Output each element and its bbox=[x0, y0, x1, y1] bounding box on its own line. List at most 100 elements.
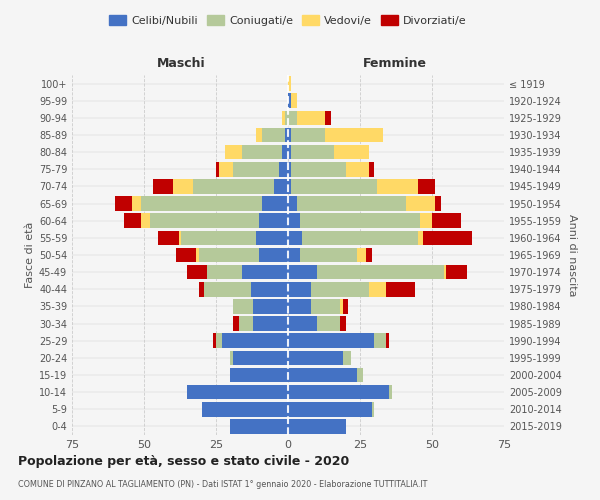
Bar bbox=[262, 196, 288, 211]
Bar bbox=[325, 110, 331, 125]
Bar bbox=[152, 179, 173, 194]
Bar bbox=[280, 162, 288, 176]
Bar bbox=[179, 230, 181, 245]
Bar bbox=[288, 196, 296, 211]
Bar bbox=[366, 248, 371, 262]
Bar bbox=[251, 282, 288, 296]
Bar bbox=[199, 282, 205, 296]
Bar bbox=[124, 214, 141, 228]
Bar bbox=[389, 385, 392, 400]
Bar bbox=[371, 402, 374, 416]
Bar bbox=[253, 299, 288, 314]
Bar bbox=[377, 179, 418, 194]
Bar bbox=[435, 196, 440, 211]
Bar bbox=[259, 248, 288, 262]
Bar bbox=[291, 145, 334, 160]
Bar bbox=[141, 214, 150, 228]
Bar bbox=[115, 196, 133, 211]
Bar bbox=[288, 316, 317, 331]
Bar bbox=[230, 368, 288, 382]
Bar bbox=[296, 196, 406, 211]
Bar bbox=[334, 145, 368, 160]
Bar bbox=[288, 385, 389, 400]
Bar bbox=[133, 196, 141, 211]
Bar bbox=[181, 230, 256, 245]
Bar bbox=[424, 230, 472, 245]
Bar bbox=[242, 265, 288, 280]
Bar bbox=[196, 248, 199, 262]
Bar bbox=[193, 179, 274, 194]
Bar bbox=[343, 299, 349, 314]
Bar bbox=[291, 128, 325, 142]
Y-axis label: Fasce di età: Fasce di età bbox=[25, 222, 35, 288]
Bar bbox=[343, 350, 352, 365]
Bar bbox=[386, 282, 415, 296]
Bar bbox=[176, 248, 196, 262]
Text: Femmine: Femmine bbox=[362, 57, 427, 70]
Bar bbox=[288, 230, 302, 245]
Bar bbox=[256, 128, 262, 142]
Bar bbox=[421, 214, 432, 228]
Bar bbox=[187, 385, 288, 400]
Bar bbox=[216, 334, 222, 348]
Legend: Celibi/Nubili, Coniugati/e, Vedovi/e, Divorziati/e: Celibi/Nubili, Coniugati/e, Vedovi/e, Di… bbox=[105, 10, 471, 30]
Bar bbox=[239, 316, 253, 331]
Bar bbox=[374, 334, 386, 348]
Bar bbox=[406, 196, 435, 211]
Bar bbox=[291, 162, 346, 176]
Bar bbox=[446, 265, 467, 280]
Bar bbox=[259, 214, 288, 228]
Bar bbox=[205, 282, 251, 296]
Bar bbox=[224, 145, 242, 160]
Bar bbox=[274, 179, 288, 194]
Bar bbox=[288, 76, 291, 91]
Bar bbox=[288, 265, 317, 280]
Bar bbox=[443, 265, 446, 280]
Bar bbox=[256, 230, 288, 245]
Bar bbox=[288, 248, 299, 262]
Bar bbox=[216, 162, 219, 176]
Text: COMUNE DI PINZANO AL TAGLIAMENTO (PN) - Dati ISTAT 1° gennaio 2020 - Elaborazion: COMUNE DI PINZANO AL TAGLIAMENTO (PN) - … bbox=[18, 480, 427, 489]
Bar bbox=[233, 316, 239, 331]
Bar bbox=[219, 162, 233, 176]
Bar bbox=[317, 265, 443, 280]
Bar bbox=[253, 316, 288, 331]
Bar bbox=[418, 230, 424, 245]
Bar bbox=[288, 162, 291, 176]
Bar bbox=[233, 350, 288, 365]
Bar bbox=[242, 145, 282, 160]
Bar bbox=[230, 419, 288, 434]
Bar bbox=[311, 282, 368, 296]
Bar bbox=[288, 402, 371, 416]
Bar bbox=[386, 334, 389, 348]
Bar bbox=[288, 282, 311, 296]
Bar bbox=[288, 110, 296, 125]
Bar bbox=[288, 179, 291, 194]
Bar bbox=[340, 299, 343, 314]
Bar bbox=[346, 162, 368, 176]
Bar bbox=[291, 179, 377, 194]
Bar bbox=[230, 350, 233, 365]
Bar bbox=[288, 368, 357, 382]
Bar bbox=[288, 334, 374, 348]
Bar bbox=[199, 248, 259, 262]
Bar bbox=[213, 334, 216, 348]
Bar bbox=[288, 350, 343, 365]
Bar bbox=[418, 179, 435, 194]
Bar bbox=[285, 110, 288, 125]
Bar bbox=[202, 402, 288, 416]
Bar bbox=[158, 230, 179, 245]
Bar bbox=[325, 128, 383, 142]
Bar bbox=[288, 145, 291, 160]
Bar bbox=[311, 299, 340, 314]
Bar bbox=[368, 282, 386, 296]
Bar bbox=[222, 334, 288, 348]
Bar bbox=[262, 128, 285, 142]
Bar bbox=[340, 316, 346, 331]
Bar bbox=[288, 299, 311, 314]
Bar bbox=[302, 230, 418, 245]
Bar bbox=[288, 214, 299, 228]
Bar bbox=[288, 419, 346, 434]
Bar bbox=[173, 179, 193, 194]
Bar bbox=[233, 299, 253, 314]
